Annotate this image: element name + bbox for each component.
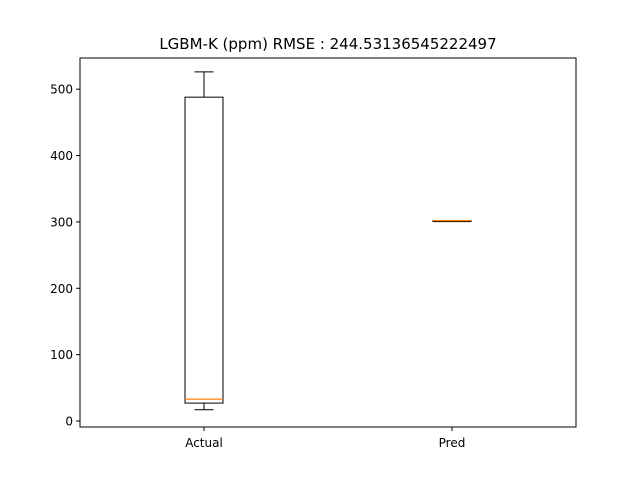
y-tick-label: 400 [50, 149, 73, 163]
plot-area [184, 71, 472, 411]
y-tick-label: 200 [50, 282, 73, 296]
y-tick-label: 0 [65, 415, 73, 429]
x-tick-label: Actual [185, 436, 223, 450]
x-axis: Actual Pred [185, 427, 465, 450]
y-tick-label: 300 [50, 215, 73, 229]
y-tick-label: 100 [50, 348, 73, 362]
box-actual [184, 71, 224, 411]
x-tick-label: Pred [439, 436, 466, 450]
box-iqr [184, 96, 224, 404]
box-pred [432, 219, 472, 223]
axes-frame [79, 57, 577, 428]
chart-title: LGBM-K (ppm) RMSE : 244.53136545222497 [159, 35, 496, 53]
y-axis: 0 100 200 300 400 500 [50, 83, 80, 429]
y-tick-label: 500 [50, 83, 73, 97]
